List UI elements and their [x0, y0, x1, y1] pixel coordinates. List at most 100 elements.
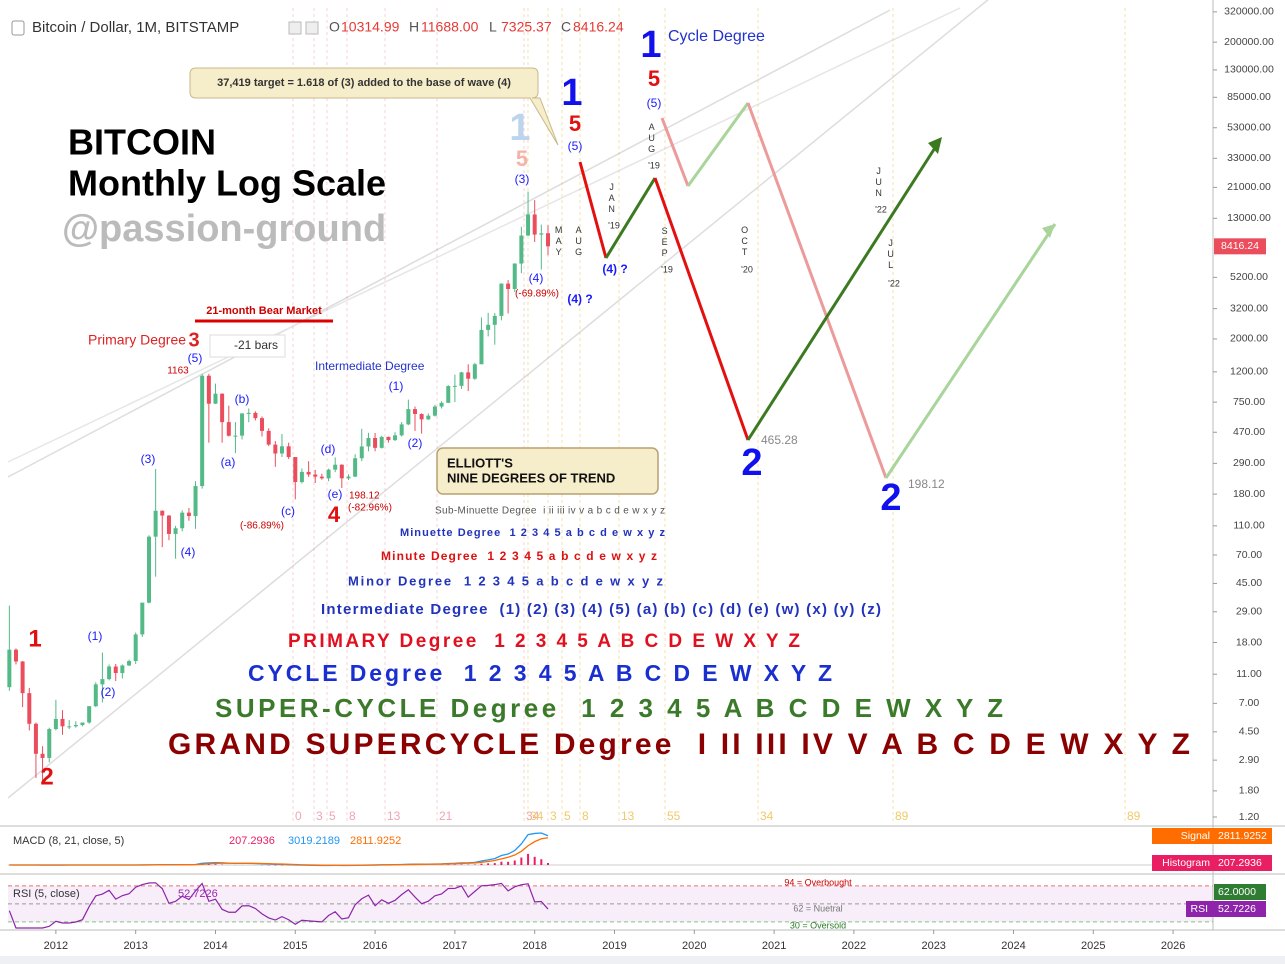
y-tick-label: 110.00: [1233, 520, 1264, 532]
candle-body: [53, 718, 58, 730]
last-price-label: 8416.24: [1221, 240, 1259, 252]
y-tick-label: 5200.00: [1230, 271, 1268, 283]
annotation: '22: [875, 204, 887, 214]
rsi-tag: [1186, 901, 1266, 917]
candle-body: [253, 412, 258, 419]
ohlc-key: O: [329, 19, 340, 35]
settings-button[interactable]: [305, 21, 319, 35]
annotation: 465.28: [761, 433, 798, 447]
indicators: MACD (8, 21, close, 5) 207.2936 3019.2189 2…: [8, 828, 1272, 930]
annotation: (c): [281, 504, 295, 518]
candle-body: [412, 409, 417, 414]
candle-body: [386, 436, 391, 441]
rsi-tag-value: 52.7226: [1218, 903, 1256, 915]
annotation: (3): [515, 172, 530, 186]
rsi-level-label: 62 = Nuetral: [793, 903, 842, 913]
annotation: 2: [880, 477, 901, 519]
rsi-tag-name: RSI: [1190, 903, 1208, 915]
fib-time-label: 34: [530, 809, 544, 823]
candle-body: [7, 649, 12, 688]
candle-body: [519, 235, 524, 264]
month-label: MAY: [554, 225, 564, 258]
x-tick-label: 2017: [443, 940, 467, 952]
y-tick-label: 85000.00: [1227, 91, 1271, 103]
candle-body: [47, 729, 52, 758]
note-box: [436, 447, 659, 495]
candle-body: [512, 263, 517, 290]
axes: 320000.00 200000.00 130000.00 85000.00 53000…: [44, 6, 1274, 952]
x-tick-label: 2015: [283, 940, 307, 952]
candle-body: [506, 283, 511, 290]
annotation: Primary Degree: [88, 332, 186, 348]
y-tick-label: 33000.00: [1227, 152, 1271, 164]
candle-body: [133, 634, 138, 662]
y-tick-label: 1.20: [1239, 811, 1260, 823]
rsi-line: [8, 882, 549, 929]
fib-time-label: 55: [667, 809, 681, 823]
candle-body: [33, 723, 38, 754]
candle-body: [419, 413, 424, 420]
annotation: '19: [608, 220, 620, 230]
annotation: (4): [529, 271, 544, 285]
annotation: (b): [235, 392, 250, 406]
ohlc-values: O 10314.99 H 11688.00 L 7325.37 C 8416.24: [329, 19, 624, 35]
annotation: 1: [509, 107, 530, 149]
annotation: 1: [28, 625, 41, 652]
candle-body: [13, 649, 18, 662]
annotation: (-82.96%): [348, 503, 392, 514]
annotation: '19: [648, 160, 660, 170]
candle-body: [193, 486, 198, 517]
y-tick-label: 1.80: [1239, 785, 1260, 797]
arrow-head: [928, 137, 942, 154]
annotation: (1): [389, 379, 404, 393]
macd-tag: [1152, 828, 1272, 844]
annotation: 1: [640, 24, 661, 66]
annotation: (5): [647, 96, 662, 110]
candle-body: [246, 412, 251, 414]
trend-line: [7, 7, 961, 463]
y-tick-label: 13000.00: [1227, 212, 1271, 224]
macd-value: 2811.9252: [350, 835, 401, 847]
candle-body: [140, 602, 145, 635]
projection-line: [653, 177, 750, 441]
degree-row: Minuette Degree 1 2 3 4 5 a b c d e w x …: [400, 527, 666, 539]
series-icon[interactable]: [11, 20, 25, 36]
x-tick-label: 2018: [522, 940, 546, 952]
fib-time-label: 89: [895, 809, 909, 823]
candle-body: [446, 386, 451, 403]
rsi-tag-value: 62.0000: [1218, 886, 1256, 898]
bottom-toolbar[interactable]: [0, 956, 1285, 964]
macd-value: 3019.2189: [288, 835, 340, 847]
x-tick-label: 2022: [842, 940, 866, 952]
y-tick-label: 290.00: [1233, 457, 1265, 469]
last-price-tag: [1214, 238, 1266, 255]
candle-body: [240, 413, 245, 436]
candle-body: [373, 437, 378, 448]
rsi-title: RSI (5, close): [13, 888, 80, 900]
degree-row: Minute Degree 1 2 3 4 5 a b c d e w x y …: [381, 549, 657, 563]
ohlc-key: L: [489, 19, 497, 35]
candle-body: [486, 324, 491, 330]
annotation: '20: [741, 264, 753, 274]
candle-body: [366, 437, 371, 447]
y-tick-label: 29.00: [1236, 606, 1262, 618]
annotation: @passion-ground: [62, 208, 386, 250]
fib-time-label: 8: [582, 809, 589, 823]
candle-body: [266, 430, 271, 445]
degree-row: GRAND SUPERCYCLE Degree I II III IV V A …: [168, 728, 1190, 761]
candle-body: [173, 528, 178, 534]
degree-row: PRIMARY Degree 1 2 3 4 5 A B C D E W X Y…: [288, 631, 800, 652]
rsi-level-label: 94 = Overbought: [784, 877, 852, 887]
x-tick-label: 2016: [363, 940, 387, 952]
projection-line: [660, 117, 690, 187]
fib-time-label: 34: [760, 809, 774, 823]
annotation: (1): [88, 629, 103, 643]
ohlc-value: 7325.37: [501, 19, 552, 35]
candle-body: [233, 435, 238, 437]
rsi-level-label: 30 = Oversold: [790, 920, 846, 930]
y-tick-label: 130000.00: [1224, 64, 1274, 76]
eye-button[interactable]: [288, 21, 302, 35]
fib-time-label: 13: [387, 809, 401, 823]
candle-body: [87, 706, 92, 723]
candle-body: [539, 233, 544, 235]
